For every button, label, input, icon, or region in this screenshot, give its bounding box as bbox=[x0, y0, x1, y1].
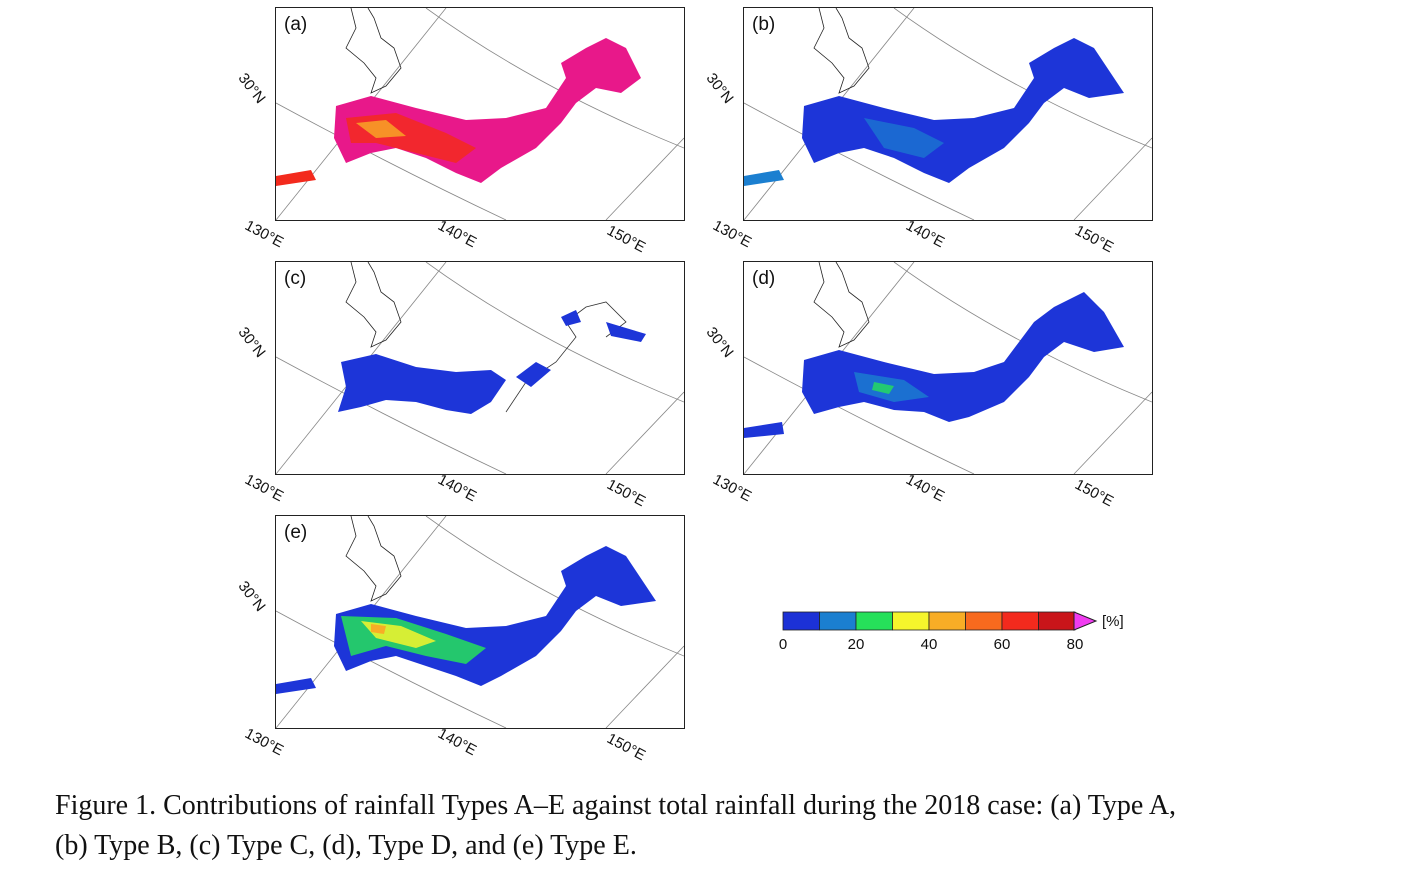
colorbar-over-arrow bbox=[1073, 611, 1098, 631]
lat-label-b: 30°N bbox=[702, 70, 737, 107]
rain-region-b bbox=[802, 38, 1124, 183]
colorbar-cell bbox=[928, 611, 966, 631]
panel-label-a: (a) bbox=[284, 14, 308, 35]
colorbar-cell bbox=[782, 611, 820, 631]
lon-label-e-140: 140°E bbox=[435, 725, 480, 760]
lat-label-a: 30°N bbox=[234, 70, 269, 107]
colorbar-cell bbox=[892, 611, 930, 631]
caption-line-1: Figure 1. Contributions of rainfall Type… bbox=[55, 790, 1177, 821]
lon-label-c-140: 140°E bbox=[435, 471, 480, 506]
lon-label-a-130: 130°E bbox=[242, 217, 287, 252]
panel-label-b: (b) bbox=[752, 14, 776, 35]
figure-caption: Figure 1. Contributions of rainfall Type… bbox=[55, 786, 1385, 866]
rain-region-d bbox=[802, 292, 1124, 422]
colorbar-cell bbox=[855, 611, 893, 631]
panel-label-c: (c) bbox=[284, 268, 307, 289]
lat-label-d: 30°N bbox=[702, 324, 737, 361]
lon-label-d-140: 140°E bbox=[903, 471, 948, 506]
lon-label-d-130: 130°E bbox=[710, 471, 755, 506]
lon-label-b-140: 140°E bbox=[903, 217, 948, 252]
colorbar-tick-80: 80 bbox=[1066, 636, 1084, 653]
rain-region-a bbox=[334, 38, 641, 183]
panel-e: (e) bbox=[275, 515, 685, 729]
colorbar-tick-40: 40 bbox=[920, 636, 938, 653]
lon-label-e-150: 150°E bbox=[604, 730, 649, 765]
lon-label-b-150: 150°E bbox=[1072, 222, 1117, 257]
map-e bbox=[276, 516, 684, 728]
colorbar-cell bbox=[965, 611, 1003, 631]
colorbar-tick-20: 20 bbox=[847, 636, 865, 653]
colorbar-cell bbox=[819, 611, 857, 631]
caption-line-2: (b) Type B, (c) Type C, (d), Type D, and… bbox=[55, 830, 637, 861]
rain-region-c bbox=[338, 354, 506, 414]
rain-region-e bbox=[334, 546, 656, 686]
lon-label-a-150: 150°E bbox=[604, 222, 649, 257]
panel-b: (b) bbox=[743, 7, 1153, 221]
map-d bbox=[744, 262, 1152, 474]
colorbar-cell bbox=[1001, 611, 1039, 631]
lon-label-c-130: 130°E bbox=[242, 471, 287, 506]
panel-a: (a) bbox=[275, 7, 685, 221]
lon-label-b-130: 130°E bbox=[710, 217, 755, 252]
colorbar-tick-0: 0 bbox=[778, 636, 788, 653]
map-b bbox=[744, 8, 1152, 220]
map-a bbox=[276, 8, 684, 220]
lon-label-a-140: 140°E bbox=[435, 217, 480, 252]
lat-label-c: 30°N bbox=[234, 324, 269, 361]
map-c bbox=[276, 262, 684, 474]
colorbar-tick-60: 60 bbox=[993, 636, 1011, 653]
lon-label-d-150: 150°E bbox=[1072, 476, 1117, 511]
panel-label-d: (d) bbox=[752, 268, 776, 289]
colorbar-cell bbox=[1038, 611, 1076, 631]
lat-label-e: 30°N bbox=[234, 578, 269, 615]
colorbar-unit: [%] bbox=[1102, 613, 1124, 630]
lon-label-c-150: 150°E bbox=[604, 476, 649, 511]
colorbar bbox=[782, 611, 1098, 631]
panel-c: (c) bbox=[275, 261, 685, 475]
panel-label-e: (e) bbox=[284, 522, 308, 543]
panel-d: (d) bbox=[743, 261, 1153, 475]
lon-label-e-130: 130°E bbox=[242, 725, 287, 760]
